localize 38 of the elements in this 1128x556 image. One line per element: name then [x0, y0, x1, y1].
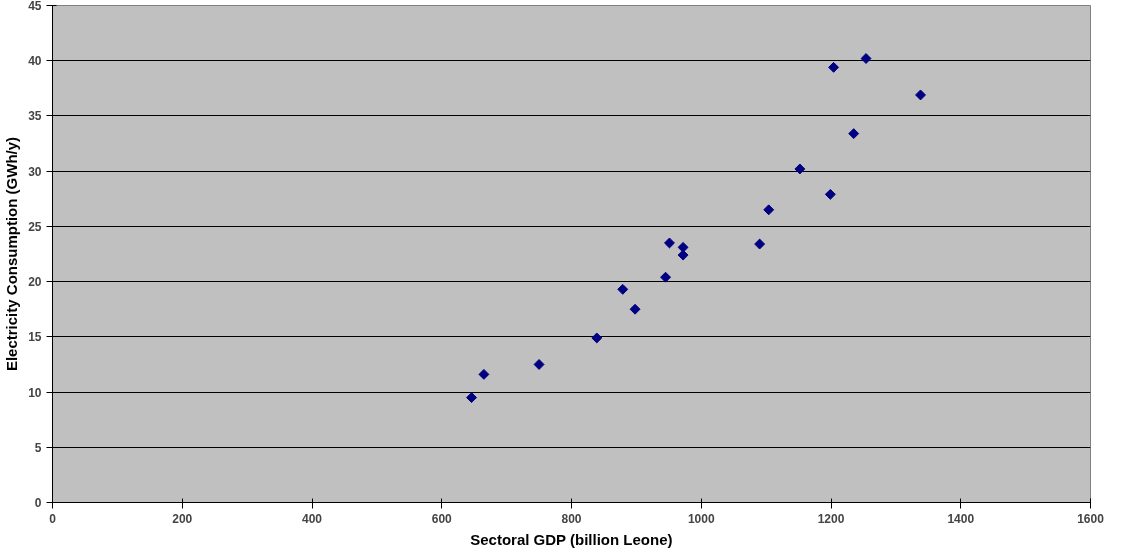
y-tick-label: 35 [28, 109, 42, 124]
point [824, 188, 836, 200]
x-axis-title: Sectoral GDP (billion Leone) [470, 530, 673, 548]
point [533, 358, 545, 370]
x-tick-label: 800 [561, 511, 582, 526]
point [848, 128, 860, 140]
point [763, 204, 775, 216]
point [629, 303, 641, 315]
y-tick-label: 20 [28, 275, 42, 290]
x-tick-label: 400 [301, 511, 323, 526]
point [664, 237, 675, 249]
point [660, 271, 672, 283]
point [677, 241, 689, 253]
x-tick-label: 1000 [687, 511, 715, 526]
y-tick-label: 25 [28, 219, 42, 234]
x-tick-label: 1200 [817, 511, 845, 526]
y-axis-title: Electricity Consumption (GWh/y) [3, 136, 21, 372]
point [915, 89, 926, 101]
point [466, 392, 478, 404]
y-tick-label: 0 [34, 496, 42, 510]
point [828, 61, 840, 73]
y-tick-label: 5 [34, 440, 42, 455]
y-tick-label: 15 [28, 330, 42, 345]
x-tick-label: 1400 [947, 511, 975, 526]
y-tick-label: 30 [28, 164, 42, 179]
y-tick-label: 10 [28, 385, 42, 400]
x-tick-label: 1600 [1077, 511, 1105, 526]
point [860, 53, 872, 64]
point [478, 368, 490, 380]
y-tick-label: 45 [28, 0, 42, 13]
x-tick-label: 600 [431, 511, 453, 526]
point [794, 163, 806, 175]
y-tick-label: 40 [28, 54, 42, 69]
point [591, 332, 603, 344]
point [754, 238, 766, 250]
x-tick-label: 0 [49, 511, 57, 526]
point [617, 283, 629, 295]
x-tick-label: 200 [172, 511, 193, 526]
